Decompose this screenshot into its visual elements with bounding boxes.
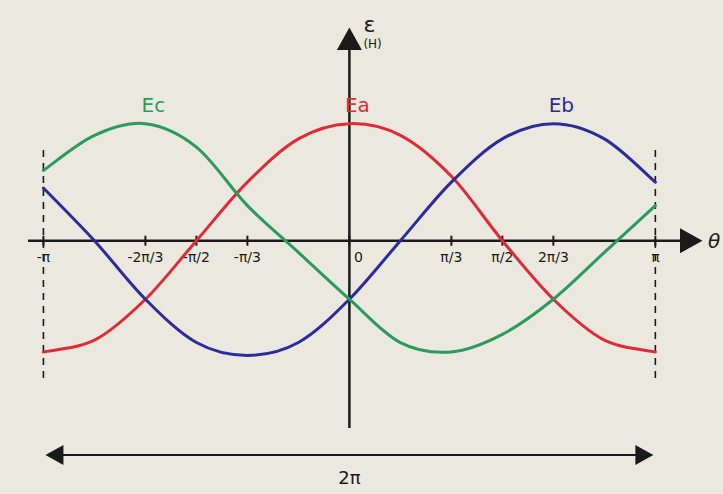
x-tick (552, 236, 554, 246)
x-tick-label: π/3 (440, 249, 462, 265)
series-line (43, 123, 655, 352)
annotation: 2π (338, 467, 360, 488)
series-label: Ec (142, 93, 166, 117)
y-axis-label-part: ε (363, 12, 375, 37)
x-tick (246, 236, 248, 246)
x-tick-label: -2π/3 (127, 249, 163, 265)
series-group (43, 123, 655, 355)
x-tick (450, 236, 452, 246)
chart: -π-2π/3-π/2-π/30π/3π/22π/3πθε(H)EaEbEc2π (0, 0, 723, 494)
y-axis-label-part: (H) (363, 37, 381, 51)
x-tick (144, 236, 146, 246)
series-label: Eb (549, 93, 574, 117)
series-line (43, 124, 655, 356)
series-label: Ea (345, 93, 370, 117)
period-line (655, 150, 657, 383)
x-axis (28, 239, 700, 242)
x-tick (348, 236, 350, 246)
y-axis (348, 30, 351, 428)
x-tick-label: 0 (354, 249, 363, 265)
series-line (43, 124, 655, 352)
period-line (43, 150, 45, 383)
x-tick-label: -π/3 (234, 249, 261, 265)
y-axis-label: ε(H) (363, 12, 381, 51)
x-tick-label: 2π/3 (538, 249, 569, 265)
x-axis-label: θ (708, 229, 720, 253)
span-arrow (47, 454, 651, 456)
